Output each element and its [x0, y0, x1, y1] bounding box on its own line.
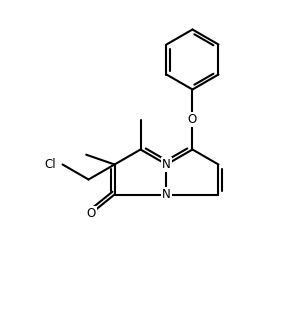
Text: O: O	[188, 113, 197, 126]
Text: N: N	[162, 158, 171, 171]
Text: O: O	[87, 207, 96, 220]
Text: Cl: Cl	[45, 158, 57, 171]
Text: N: N	[162, 188, 171, 201]
